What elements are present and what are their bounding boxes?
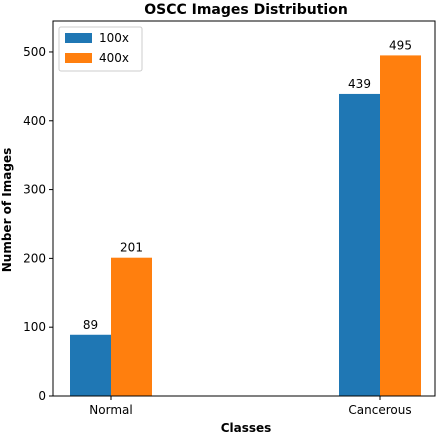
plot-area: 89 439 201 495 0 100 200 300 400 500 Normal Cancero… bbox=[23, 20, 436, 417]
legend-swatch-100x bbox=[65, 33, 92, 43]
data-label: 495 bbox=[389, 38, 412, 52]
legend-label: 400x bbox=[99, 51, 129, 65]
data-label: 439 bbox=[348, 77, 371, 91]
x-tick-label: Normal bbox=[89, 403, 132, 417]
y-tick-label: 100 bbox=[23, 320, 46, 334]
y-tick-label: 300 bbox=[23, 183, 46, 197]
data-label: 201 bbox=[120, 241, 143, 255]
bar-100x-normal bbox=[70, 334, 111, 396]
y-tick-label: 200 bbox=[23, 251, 46, 265]
data-label: 89 bbox=[83, 318, 98, 332]
plot-frame bbox=[52, 20, 436, 397]
x-tick-label: Cancerous bbox=[348, 403, 411, 417]
legend-label: 100x bbox=[99, 31, 129, 45]
bar-400x-normal bbox=[111, 257, 152, 396]
y-axis-label: Number of Images bbox=[0, 148, 14, 273]
legend-swatch-400x bbox=[65, 53, 92, 63]
x-axis-label: Classes bbox=[221, 421, 272, 435]
bar-100x-cancerous bbox=[339, 93, 380, 396]
chart-title: OSCC Images Distribution bbox=[144, 2, 348, 18]
legend: 100x 400x bbox=[58, 26, 143, 72]
y-tick-label: 400 bbox=[23, 114, 46, 128]
bar-400x-cancerous bbox=[380, 55, 421, 396]
y-tick-label: 0 bbox=[38, 389, 46, 403]
y-tick-label: 500 bbox=[23, 45, 46, 59]
